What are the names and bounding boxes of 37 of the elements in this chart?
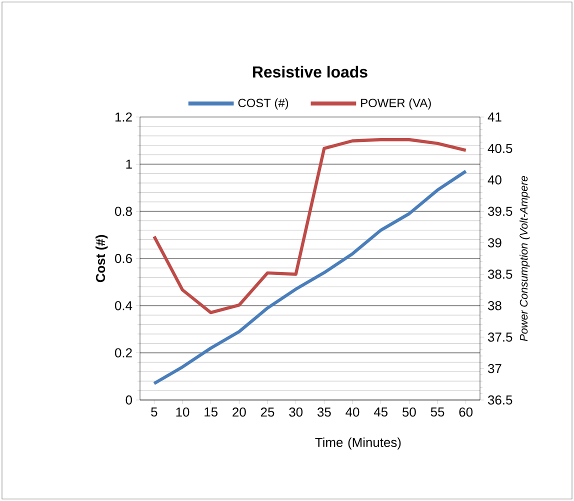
x-tick-label: 35	[317, 408, 331, 417]
x-tick-label: 50	[402, 408, 416, 417]
legend-label: COST (#)	[238, 98, 288, 110]
x-tick-label: 30	[289, 408, 303, 417]
y2-tick-label: 37.5	[488, 332, 512, 342]
x-tick-label: 15	[204, 408, 218, 417]
y-tick-label: 0.6	[114, 254, 132, 264]
y2-tick-label: 40.5	[488, 144, 512, 154]
x-tick-label: 55	[430, 408, 444, 417]
y2-tick-label: 41	[488, 112, 502, 122]
y2-tick-label: 40	[488, 175, 502, 184]
x-tick-label: 45	[374, 408, 388, 417]
y2-axis-title: Power Consumption (Volt-Ampere	[520, 176, 530, 342]
y-tick-label: 0.2	[114, 348, 132, 358]
chart-title: Resistive loads	[253, 66, 368, 78]
y2-tick-label: 39	[488, 238, 502, 248]
x-tick-label: 25	[260, 408, 274, 417]
y2-tick-label: 39.5	[488, 206, 512, 216]
y2-tick-label: 38	[488, 301, 502, 310]
x-axis-title: Time (Minutes)	[315, 437, 401, 450]
y-axis-title: Cost (#)	[96, 235, 108, 282]
x-tick-label: 40	[346, 408, 360, 417]
y-tick-label: 0.8	[114, 206, 132, 216]
legend-label: POWER (VA)	[361, 98, 431, 110]
y-tick-label: 1.2	[115, 112, 132, 122]
x-tick-label: 5	[151, 408, 158, 417]
y-tick-label: 0.4	[114, 301, 132, 310]
y-tick-label: 0	[126, 395, 132, 405]
line-series	[152, 170, 468, 386]
line-series	[152, 138, 468, 314]
x-tick-label: 60	[459, 408, 473, 417]
y-tick-label: 1	[126, 160, 132, 169]
x-tick-label: 10	[176, 408, 190, 417]
y2-tick-label: 38.5	[488, 270, 512, 279]
x-tick-label: 20	[232, 408, 246, 417]
y2-tick-label: 36.5	[488, 395, 512, 405]
y2-tick-label: 37	[488, 364, 502, 374]
